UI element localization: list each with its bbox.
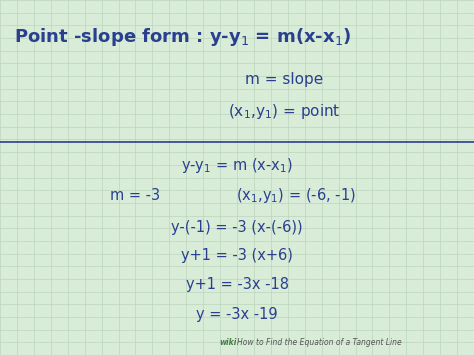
Text: How to Find the Equation of a Tangent Line: How to Find the Equation of a Tangent Li… (237, 338, 402, 347)
Text: y+1 = -3 (x+6): y+1 = -3 (x+6) (181, 248, 293, 263)
Text: wiki: wiki (219, 338, 237, 347)
Text: y = -3x -19: y = -3x -19 (196, 307, 278, 322)
Text: y-(-1) = -3 (x-(-6)): y-(-1) = -3 (x-(-6)) (171, 220, 303, 235)
Text: y+1 = -3x -18: y+1 = -3x -18 (185, 277, 289, 291)
Text: y-y$_1$ = m (x-x$_1$): y-y$_1$ = m (x-x$_1$) (181, 155, 293, 175)
Text: (x$_1$,y$_1$) = (-6, -1): (x$_1$,y$_1$) = (-6, -1) (237, 186, 356, 205)
Text: (x$_1$,y$_1$) = point: (x$_1$,y$_1$) = point (228, 102, 341, 121)
Text: m = -3: m = -3 (110, 188, 160, 203)
Text: Point -slope form : y-y$_1$ = m(x-x$_1$): Point -slope form : y-y$_1$ = m(x-x$_1$) (14, 26, 352, 48)
Text: m = slope: m = slope (245, 72, 324, 87)
